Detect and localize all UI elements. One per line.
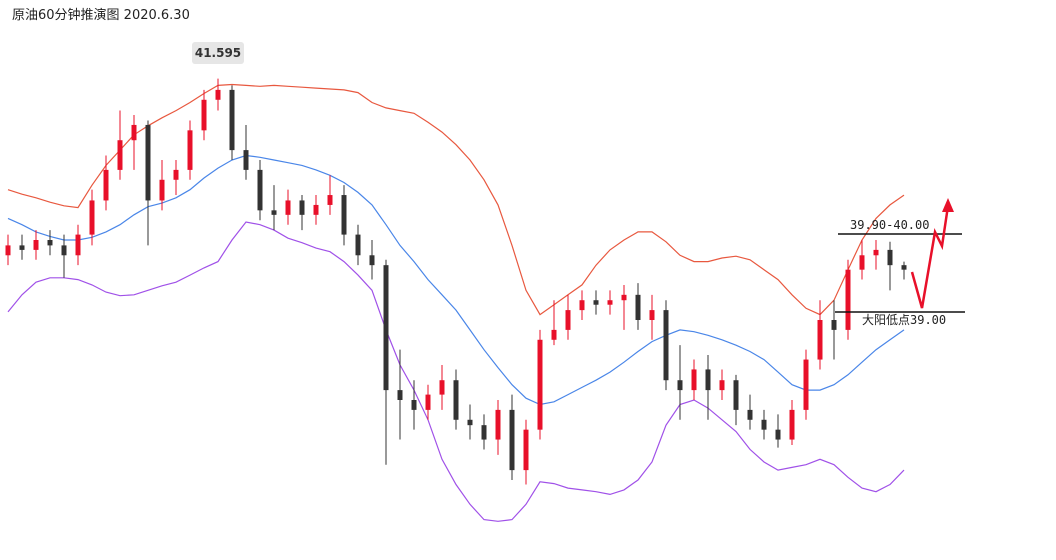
candle-body bbox=[5, 245, 11, 256]
candle-body bbox=[733, 380, 739, 410]
candle-body bbox=[775, 429, 781, 440]
candle-body bbox=[565, 310, 571, 330]
candle-body bbox=[285, 200, 291, 215]
candle-body bbox=[621, 294, 627, 301]
candle-body bbox=[369, 255, 375, 266]
candle-body bbox=[411, 400, 417, 410]
candle-body bbox=[159, 179, 165, 201]
candle-body bbox=[873, 249, 879, 256]
candle-body bbox=[89, 200, 95, 235]
candle-body bbox=[789, 409, 795, 440]
candle-body bbox=[845, 269, 851, 330]
candle-body bbox=[677, 380, 683, 391]
candle-body bbox=[439, 380, 445, 395]
forecast-arrowhead bbox=[942, 198, 954, 212]
candle-body bbox=[537, 339, 543, 430]
candle-body bbox=[579, 300, 585, 311]
support-label: 大阳低点39.00 bbox=[862, 313, 946, 327]
candle-body bbox=[397, 390, 403, 400]
candle-body bbox=[481, 425, 487, 440]
peak-label: 41.595 bbox=[195, 46, 241, 60]
candle-body bbox=[355, 234, 361, 256]
candle-body bbox=[467, 419, 473, 426]
candle-body bbox=[215, 89, 221, 100]
candle-body bbox=[229, 89, 235, 151]
candle-body bbox=[761, 419, 767, 430]
candle-body bbox=[61, 245, 67, 256]
bollinger-band bbox=[7, 154, 905, 406]
bollinger-band bbox=[7, 83, 905, 316]
candle-body bbox=[747, 409, 753, 420]
candle-body bbox=[663, 310, 669, 381]
candle-body bbox=[47, 240, 53, 246]
candle-body bbox=[691, 369, 697, 391]
candle-body bbox=[19, 245, 25, 250]
candle-body bbox=[509, 409, 515, 471]
candle-body bbox=[243, 150, 249, 170]
candle-body bbox=[327, 195, 333, 205]
chart-title: 原油60分钟推演图 2020.6.30 bbox=[12, 7, 190, 23]
candle-body bbox=[495, 409, 501, 440]
candle-body bbox=[425, 394, 431, 410]
candle-body bbox=[187, 130, 193, 170]
candle-body bbox=[33, 240, 39, 250]
candle-body bbox=[173, 169, 179, 180]
candle-body bbox=[131, 124, 137, 141]
candle-body bbox=[635, 294, 641, 320]
candle-body bbox=[117, 140, 123, 170]
candle-body bbox=[313, 204, 319, 215]
candle-body bbox=[523, 429, 529, 471]
candle-body bbox=[901, 265, 907, 270]
candle-body bbox=[257, 169, 263, 211]
candle-body bbox=[383, 265, 389, 391]
candle-body bbox=[593, 300, 599, 305]
candle-body bbox=[887, 249, 893, 266]
candle-body bbox=[705, 369, 711, 391]
candle-body bbox=[803, 359, 809, 410]
candle-body bbox=[859, 255, 865, 270]
resistance-label: 39.90-40.00 bbox=[850, 218, 929, 232]
candle-body bbox=[271, 210, 277, 215]
candle-body bbox=[649, 310, 655, 320]
candle-body bbox=[201, 99, 207, 131]
bollinger-band bbox=[7, 221, 905, 522]
candle-body bbox=[299, 200, 305, 215]
candle-body bbox=[453, 380, 459, 420]
peak-label-box bbox=[192, 42, 244, 64]
candle-body bbox=[551, 329, 557, 340]
candle-body bbox=[607, 300, 613, 305]
candle-body bbox=[341, 195, 347, 235]
candle-body bbox=[75, 234, 81, 256]
candle-body bbox=[817, 320, 823, 360]
forecast-path bbox=[910, 205, 950, 309]
candle-body bbox=[145, 124, 151, 201]
candle-body bbox=[103, 169, 109, 201]
candle-body bbox=[719, 380, 725, 391]
candle-body bbox=[831, 320, 837, 330]
